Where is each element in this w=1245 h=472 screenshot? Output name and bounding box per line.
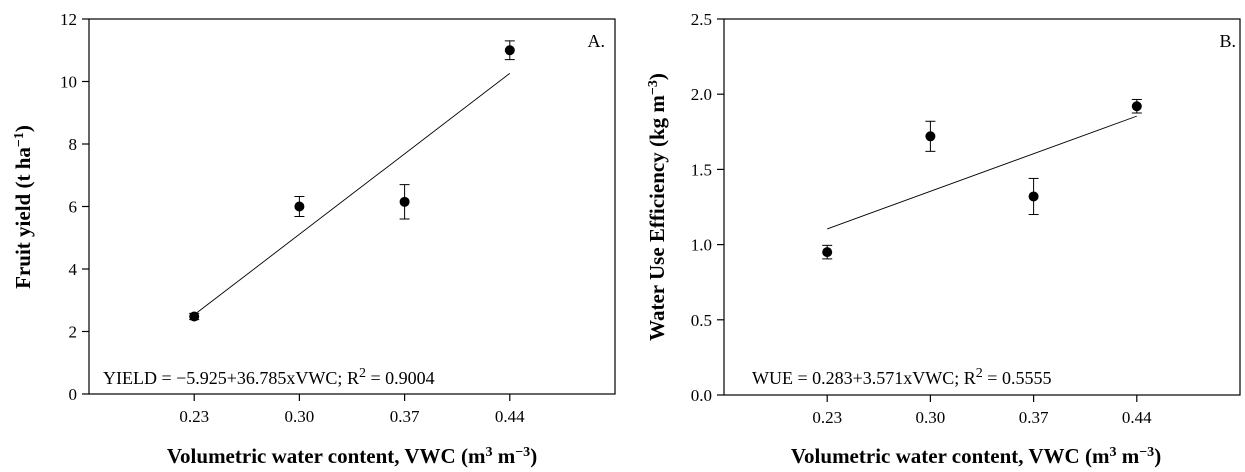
x-tick-label-b: 0.44 [1122, 408, 1152, 427]
data-point-b [1028, 191, 1039, 202]
data-point-a [189, 311, 200, 322]
data-point-b [1131, 101, 1142, 112]
y-tick-label-a: 10 [60, 73, 77, 92]
y-tick-label-b: 0.5 [691, 311, 712, 330]
data-points-b [822, 98, 1142, 260]
y-ticks-b: 0.0 0.5 1.0 1.5 2.0 2.5 [691, 10, 724, 405]
y-tick-label-a: 8 [69, 135, 78, 154]
y-tick-label-a: 2 [69, 323, 78, 342]
y-tick-label-a: 12 [60, 10, 77, 29]
regression-line-a [193, 73, 511, 316]
x-tick-label-a: 0.30 [285, 407, 315, 426]
data-point-b [925, 131, 936, 142]
y-axis-title-b: Water Use Efficiency (kg m−3) [645, 73, 669, 341]
y-tick-label-a: 0 [69, 385, 78, 404]
y-axis-title-a: Fruit yield (t ha−1) [11, 125, 35, 289]
x-axis-title-a: Volumetric water content, VWC (m3 m−3) [167, 444, 537, 468]
plot-frame-a [88, 18, 616, 395]
panel-a: 0 2 4 6 8 10 12 0.23 0.30 0.37 0.44 A. YIELD = −5… [11, 10, 616, 468]
x-tick-label-b: 0.23 [812, 408, 842, 427]
data-point-a [294, 201, 305, 212]
data-points-a [189, 40, 515, 322]
y-tick-label-b: 1.5 [691, 160, 712, 179]
panel-label-a: A. [588, 31, 606, 51]
data-point-a [399, 196, 410, 207]
data-point-b [822, 247, 833, 258]
panel-b: 0.0 0.5 1.0 1.5 2.0 2.5 0.23 0.30 0.37 0.44 B. W… [645, 10, 1241, 468]
x-ticks-a: 0.23 0.30 0.37 0.44 [179, 394, 525, 426]
y-tick-label-b: 1.0 [691, 236, 712, 255]
y-tick-label-a: 6 [69, 198, 78, 217]
regression-line-b [827, 115, 1137, 230]
x-axis-title-b: Volumetric water content, VWC (m3 m−3) [791, 444, 1161, 468]
x-tick-label-a: 0.44 [495, 407, 525, 426]
y-ticks-a: 0 2 4 6 8 10 12 [60, 10, 89, 404]
equation-a: YIELD = −5.925+36.785xVWC; R2 = 0.9004 [103, 366, 435, 389]
y-tick-label-b: 2.5 [691, 10, 712, 29]
y-tick-label-a: 4 [69, 260, 78, 279]
y-tick-label-b: 2.0 [691, 85, 712, 104]
x-ticks-b: 0.23 0.30 0.37 0.44 [812, 395, 1152, 427]
fit-line-a [193, 73, 511, 316]
data-point-a [504, 45, 515, 56]
plot-frame-b [723, 18, 1241, 396]
panel-label-b: B. [1219, 31, 1236, 51]
x-tick-label-a: 0.37 [390, 407, 420, 426]
fit-line-b [827, 115, 1137, 230]
x-tick-label-b: 0.37 [1019, 408, 1049, 427]
x-tick-label-b: 0.30 [916, 408, 946, 427]
y-tick-label-b: 0.0 [691, 386, 712, 405]
equation-b: WUE = 0.283+3.571xVWC; R2 = 0.5555 [752, 366, 1051, 389]
x-tick-label-a: 0.23 [179, 407, 209, 426]
